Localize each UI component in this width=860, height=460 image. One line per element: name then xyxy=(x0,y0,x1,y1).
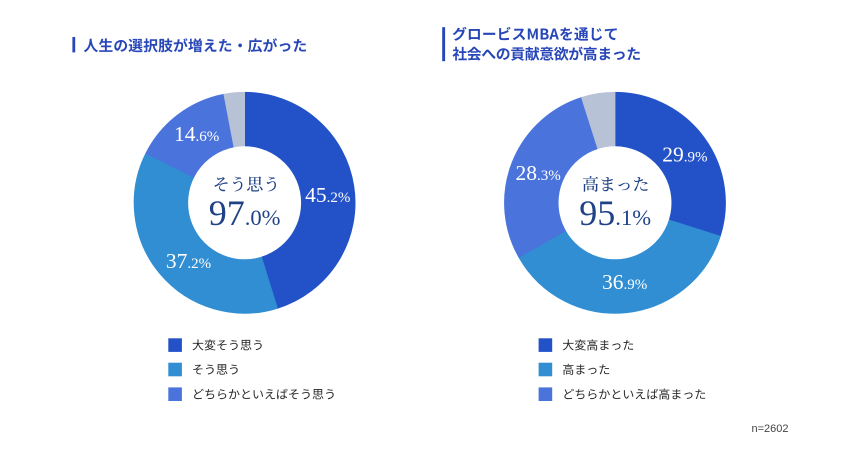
svg-text:37.2%: 37.2% xyxy=(166,249,211,273)
svg-text:n=2602: n=2602 xyxy=(752,423,789,435)
svg-text:36.9%: 36.9% xyxy=(602,270,647,294)
svg-text:29.9%: 29.9% xyxy=(662,143,707,167)
svg-text:95.1%: 95.1% xyxy=(579,193,651,233)
svg-text:14.6%: 14.6% xyxy=(174,122,219,146)
svg-text:45.2%: 45.2% xyxy=(305,183,350,207)
svg-text:28.3%: 28.3% xyxy=(516,161,561,185)
svg-text:97.0%: 97.0% xyxy=(209,193,281,233)
